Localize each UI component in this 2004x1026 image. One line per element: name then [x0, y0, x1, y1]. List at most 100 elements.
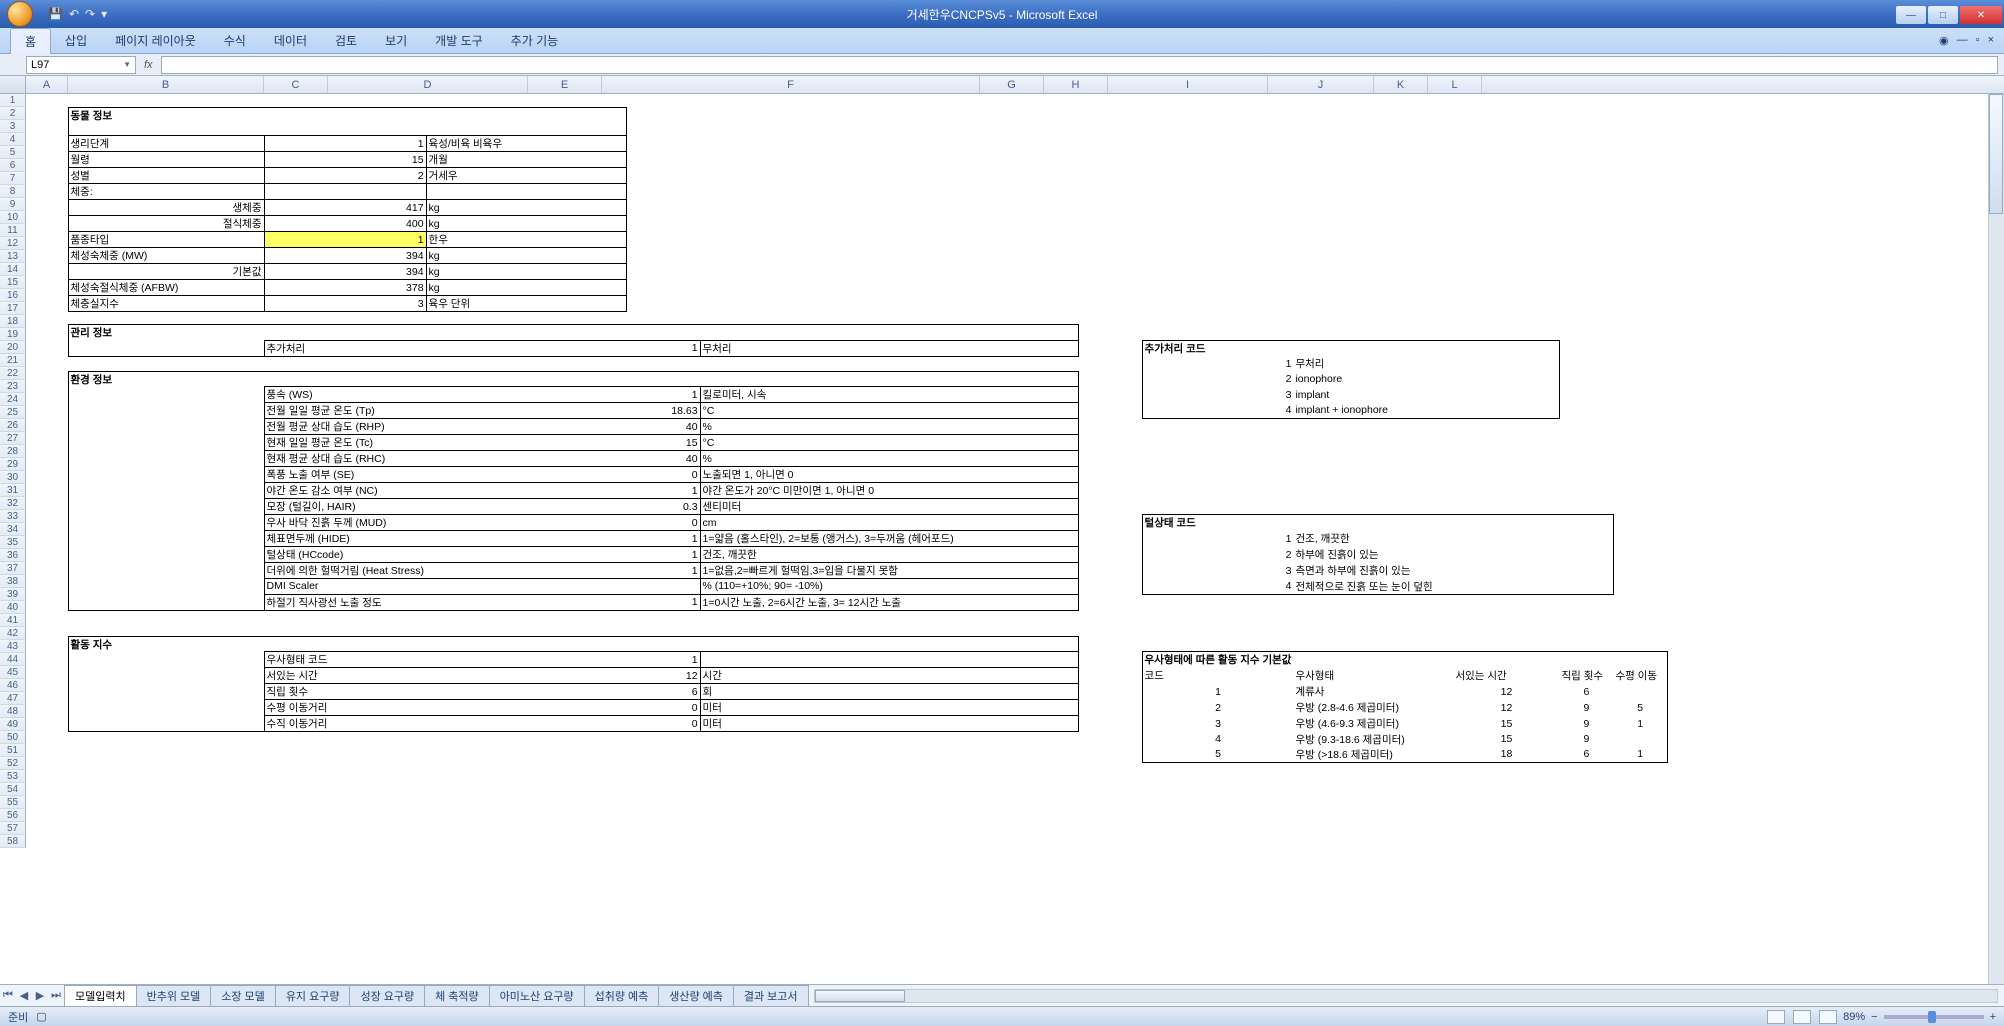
- cell[interactable]: [68, 827, 264, 840]
- cell[interactable]: [1613, 403, 1667, 419]
- cell[interactable]: [1613, 866, 1667, 879]
- cell[interactable]: [1078, 296, 1142, 312]
- horizontal-scrollbar[interactable]: [814, 989, 1998, 1003]
- ribbon-tab-insert[interactable]: 삽입: [51, 28, 101, 53]
- cell[interactable]: [1613, 905, 1667, 918]
- cell[interactable]: [1453, 944, 1559, 957]
- cell[interactable]: [26, 716, 68, 732]
- cell[interactable]: [1293, 136, 1453, 152]
- cell[interactable]: [1142, 296, 1293, 312]
- cell[interactable]: [626, 732, 700, 747]
- cell[interactable]: [26, 652, 68, 668]
- cell[interactable]: [1078, 467, 1142, 483]
- cell[interactable]: [1559, 623, 1613, 636]
- cell[interactable]: [1613, 579, 1667, 595]
- cell[interactable]: [1078, 905, 1142, 918]
- row-header[interactable]: 9: [0, 198, 26, 211]
- cell[interactable]: [1453, 579, 1559, 595]
- cell[interactable]: [26, 668, 68, 684]
- cell[interactable]: 현재 일일 평균 온도 (Tc): [264, 435, 426, 451]
- cell[interactable]: [1078, 668, 1142, 684]
- cell[interactable]: 400: [264, 216, 426, 232]
- cell[interactable]: [1453, 107, 1559, 123]
- cell[interactable]: [68, 801, 264, 814]
- cell[interactable]: [1453, 184, 1559, 200]
- cell[interactable]: [700, 296, 1078, 312]
- cell[interactable]: [264, 356, 426, 371]
- cell[interactable]: [1559, 515, 1613, 531]
- cell[interactable]: [1453, 136, 1559, 152]
- cell[interactable]: [1613, 184, 1667, 200]
- row-header[interactable]: 45: [0, 666, 26, 679]
- cell[interactable]: [1613, 762, 1667, 775]
- cell[interactable]: [1453, 152, 1559, 168]
- cell[interactable]: [700, 931, 1078, 944]
- cell[interactable]: [1293, 905, 1453, 918]
- cell[interactable]: [426, 387, 626, 403]
- cell[interactable]: [1453, 563, 1559, 579]
- cell[interactable]: kg: [426, 248, 626, 264]
- cell[interactable]: [1453, 892, 1559, 905]
- cell[interactable]: [68, 944, 264, 957]
- cell[interactable]: [1453, 467, 1559, 483]
- cell[interactable]: [68, 435, 264, 451]
- cell[interactable]: [1142, 312, 1293, 325]
- cell[interactable]: [626, 827, 700, 840]
- cell[interactable]: [426, 827, 626, 840]
- cell[interactable]: [264, 931, 426, 944]
- cell[interactable]: [700, 264, 1078, 280]
- cell[interactable]: %: [700, 451, 1078, 467]
- ribbon-tab-review[interactable]: 검토: [321, 28, 371, 53]
- cell[interactable]: [1293, 594, 1453, 610]
- cell[interactable]: [1142, 594, 1293, 610]
- cell[interactable]: [1613, 892, 1667, 905]
- cell[interactable]: [1293, 801, 1453, 814]
- row-header[interactable]: 27: [0, 432, 26, 445]
- cell[interactable]: [626, 152, 700, 168]
- view-pagebreak-button[interactable]: [1819, 1010, 1837, 1024]
- cell[interactable]: 성별: [68, 168, 264, 184]
- cell[interactable]: [1453, 387, 1559, 403]
- cell[interactable]: [426, 762, 626, 775]
- cell[interactable]: kg: [426, 264, 626, 280]
- col-header[interactable]: J: [1268, 76, 1374, 93]
- cell[interactable]: 1: [1613, 747, 1667, 763]
- cell[interactable]: [1613, 136, 1667, 152]
- col-header[interactable]: L: [1428, 76, 1482, 93]
- cell[interactable]: [264, 636, 426, 652]
- cell[interactable]: [1453, 879, 1559, 892]
- cell[interactable]: [626, 325, 700, 341]
- cell[interactable]: [1559, 762, 1613, 775]
- close-button[interactable]: ✕: [1960, 6, 2002, 24]
- row-header[interactable]: 23: [0, 380, 26, 393]
- cell[interactable]: 털상태 코드: [1142, 515, 1293, 531]
- cell[interactable]: [1613, 636, 1667, 652]
- cell[interactable]: 우사 바닥 진흙 두께 (MUD): [264, 515, 426, 531]
- cell[interactable]: [26, 136, 68, 152]
- cell[interactable]: [700, 94, 1078, 107]
- cell[interactable]: 전월 일일 평균 온도 (Tp): [264, 403, 426, 419]
- cell[interactable]: [1078, 419, 1142, 435]
- row-header[interactable]: 52: [0, 757, 26, 770]
- cell[interactable]: [1559, 905, 1613, 918]
- cell[interactable]: [1293, 918, 1453, 931]
- cell[interactable]: [68, 716, 264, 732]
- cell[interactable]: 개월: [426, 152, 626, 168]
- cell[interactable]: 노출되면 1, 아니면 0: [700, 467, 1078, 483]
- view-pagelayout-button[interactable]: [1793, 1010, 1811, 1024]
- cell[interactable]: [1453, 515, 1559, 531]
- cell[interactable]: [264, 840, 426, 853]
- cell[interactable]: [1078, 594, 1142, 610]
- cell[interactable]: [626, 879, 700, 892]
- cell[interactable]: [426, 747, 626, 763]
- cell[interactable]: [1142, 499, 1293, 515]
- cell[interactable]: 0.3: [626, 499, 700, 515]
- cell[interactable]: kg: [426, 280, 626, 296]
- row-header[interactable]: 12: [0, 237, 26, 250]
- cell[interactable]: 2: [1142, 371, 1293, 387]
- cell[interactable]: [426, 356, 626, 371]
- cell[interactable]: [1078, 840, 1142, 853]
- row-header[interactable]: 25: [0, 406, 26, 419]
- cell[interactable]: 우사형태에 따른 활동 지수 기본값: [1142, 652, 1293, 668]
- cell[interactable]: [1559, 931, 1613, 944]
